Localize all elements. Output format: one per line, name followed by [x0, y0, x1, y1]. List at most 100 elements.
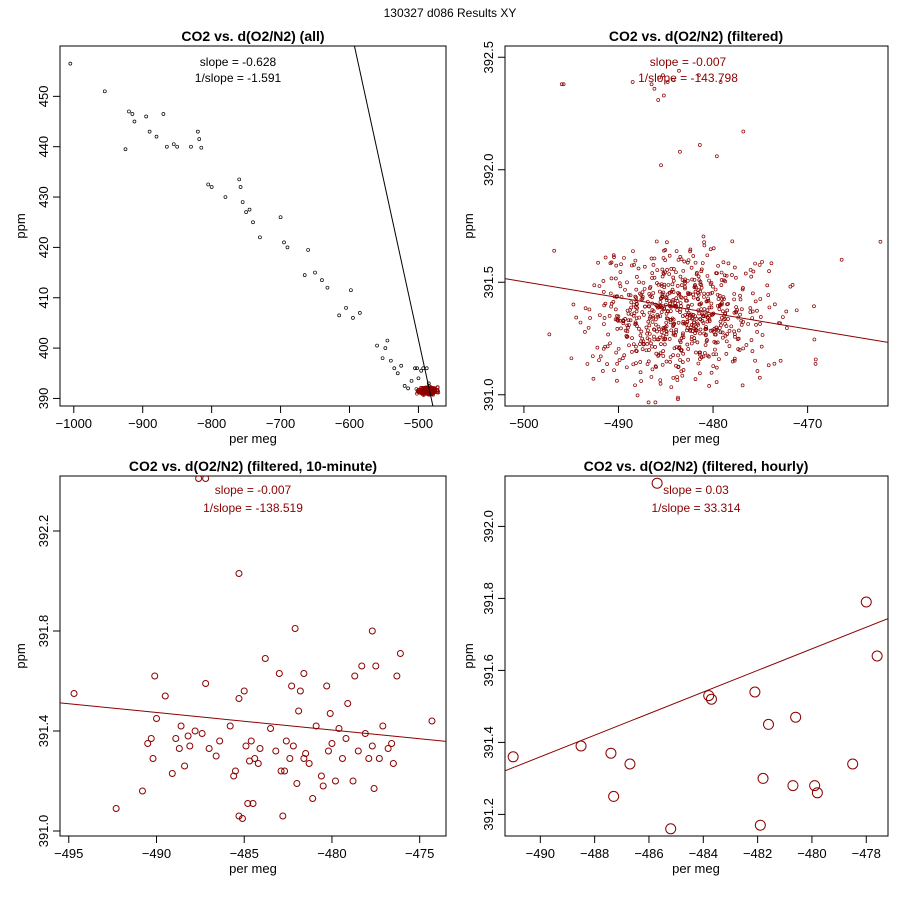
data-point	[707, 313, 712, 318]
data-point	[660, 267, 665, 272]
data-point	[436, 390, 441, 395]
data-point	[698, 317, 702, 321]
data-point	[389, 760, 397, 767]
x-tick-label: −470	[793, 416, 822, 431]
data-point	[704, 333, 708, 338]
data-point	[235, 570, 243, 577]
data-point	[691, 292, 695, 297]
data-point	[647, 310, 652, 315]
data-point	[720, 335, 725, 340]
data-point	[647, 348, 651, 352]
data-point	[293, 780, 301, 787]
data-point	[624, 758, 636, 770]
data-point	[312, 722, 320, 730]
data-point	[717, 303, 722, 308]
data-point	[681, 351, 686, 356]
data-point	[620, 356, 625, 361]
data-point	[671, 77, 676, 82]
data-point	[634, 349, 639, 353]
data-point	[583, 306, 588, 311]
data-point	[719, 315, 724, 320]
data-point	[669, 385, 674, 390]
data-point	[198, 730, 206, 737]
data-point	[195, 476, 203, 482]
data-point	[725, 302, 729, 307]
data-point	[416, 376, 421, 381]
data-point	[758, 297, 763, 301]
data-point	[707, 383, 711, 388]
data-point	[212, 752, 220, 760]
data-point	[708, 328, 713, 333]
data-point	[414, 387, 419, 391]
data-point	[661, 349, 666, 353]
data-point	[696, 292, 701, 297]
data-point	[319, 782, 327, 790]
data-point	[724, 352, 729, 356]
data-point	[681, 268, 686, 273]
data-point	[681, 321, 685, 326]
data-point	[302, 273, 307, 277]
data-point	[428, 717, 436, 725]
x-axis-label: per meg	[672, 861, 720, 876]
data-point	[302, 750, 310, 757]
data-point	[615, 378, 619, 383]
data-point	[705, 308, 710, 313]
data-point	[295, 707, 303, 715]
data-point	[741, 129, 746, 134]
data-point	[702, 243, 707, 248]
data-point	[699, 355, 704, 360]
data-point	[732, 356, 737, 361]
data-point	[630, 336, 634, 341]
data-point	[409, 378, 414, 383]
data-point	[328, 740, 336, 747]
data-point	[693, 377, 698, 381]
data-point	[760, 259, 764, 264]
data-point	[790, 711, 802, 723]
data-point	[168, 770, 176, 777]
data-point	[637, 326, 641, 331]
regression-line	[505, 278, 888, 343]
data-point	[668, 301, 672, 306]
data-point	[296, 687, 304, 695]
data-point	[736, 347, 741, 351]
data-point	[646, 319, 651, 324]
data-point	[691, 295, 696, 300]
data-point	[735, 308, 740, 312]
data-point	[646, 304, 651, 309]
data-point	[402, 384, 407, 388]
data-point	[291, 625, 299, 632]
data-point	[249, 800, 257, 807]
x-tick-label: −480	[797, 846, 826, 861]
data-point	[667, 253, 672, 258]
data-point	[431, 386, 436, 390]
data-point	[688, 291, 692, 296]
data-point	[694, 272, 699, 277]
data-point	[153, 715, 160, 722]
data-point	[715, 340, 720, 345]
data-point	[673, 301, 678, 305]
data-point	[569, 356, 574, 361]
data-point	[812, 304, 816, 309]
data-point	[650, 367, 655, 372]
data-point	[286, 755, 294, 762]
data-point	[709, 301, 714, 306]
data-point	[609, 276, 614, 281]
data-point	[718, 330, 723, 335]
data-point	[418, 388, 422, 393]
data-point	[650, 271, 655, 275]
data-point	[665, 240, 669, 245]
panel-filtered: CO2 vs. d(O2/N2) (filtered) per meg ppm …	[461, 28, 889, 446]
data-point	[358, 662, 366, 670]
data-point	[757, 772, 769, 784]
data-point	[171, 142, 176, 147]
data-point	[762, 718, 774, 730]
data-point	[625, 323, 630, 328]
data-point	[598, 354, 603, 359]
data-point	[668, 320, 673, 325]
data-point	[794, 308, 799, 313]
data-point	[685, 298, 689, 303]
data-point	[695, 296, 700, 301]
data-point	[289, 742, 297, 750]
plot-area	[505, 477, 888, 835]
